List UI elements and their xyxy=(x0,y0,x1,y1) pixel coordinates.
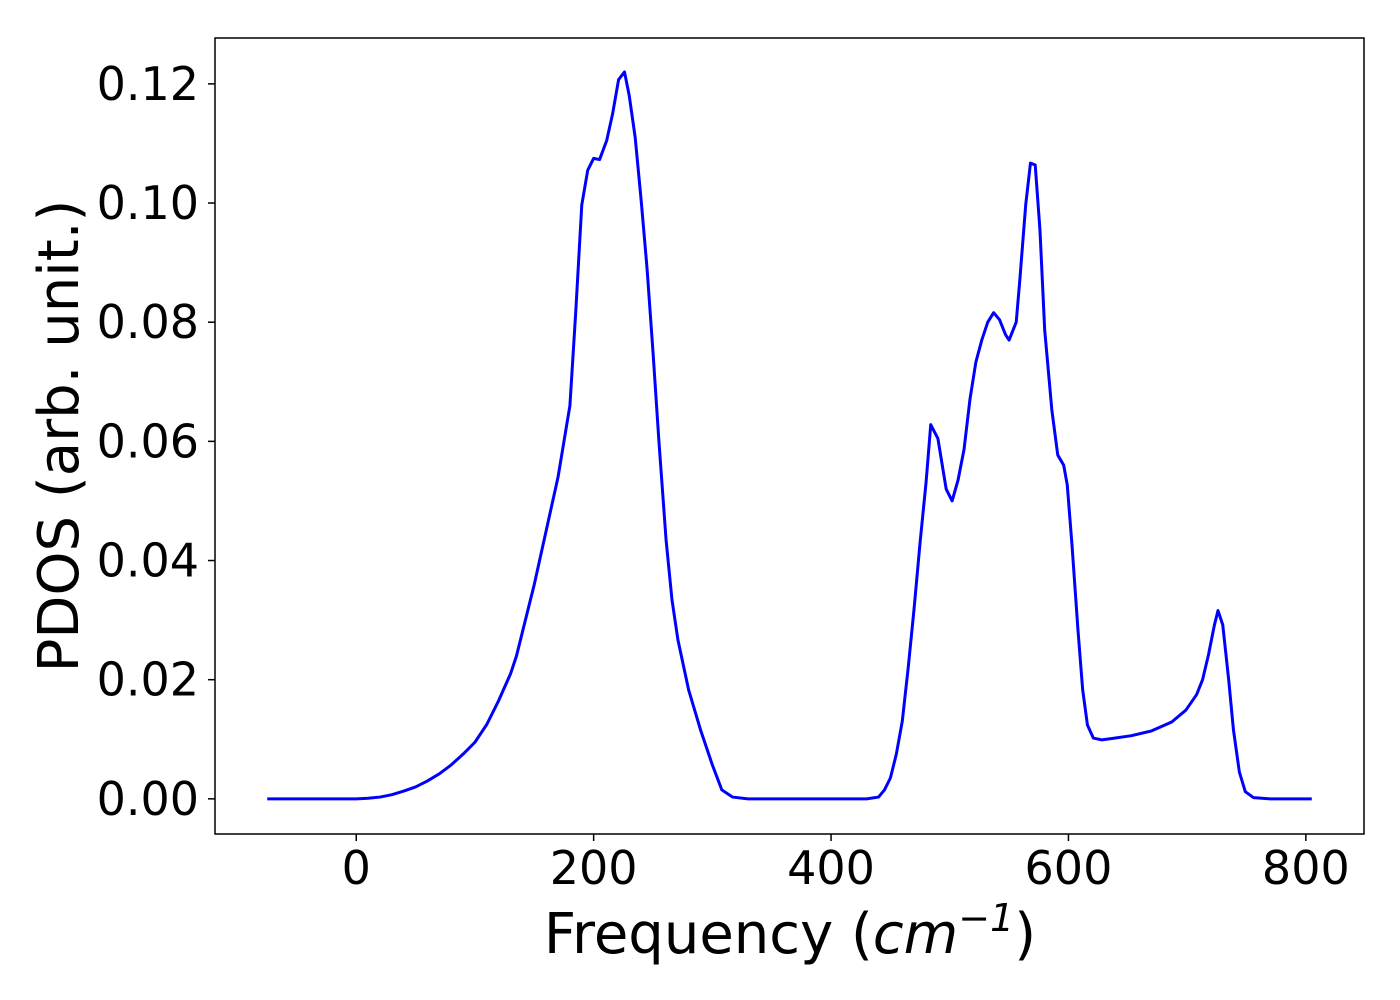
y-tick-label: 0.06 xyxy=(97,414,199,468)
data-line xyxy=(267,70,1312,801)
x-tick-label: 600 xyxy=(1025,841,1113,895)
x-axis-label: Frequency (cm−1) xyxy=(544,896,1036,967)
x-tick-label: 800 xyxy=(1262,841,1350,895)
x-label-unit: cm xyxy=(873,902,958,967)
y-tick-label: 0.12 xyxy=(97,57,199,111)
y-axis-label: PDOS (arb. unit.) xyxy=(27,200,92,673)
x-tick-label: 200 xyxy=(550,841,638,895)
y-tick-label: 0.04 xyxy=(97,534,199,588)
plot-frame xyxy=(214,37,1365,835)
x-label-text: Frequency ( xyxy=(544,902,873,967)
x-label-exponent: −1 xyxy=(958,896,1014,940)
y-tick-label: 0.00 xyxy=(97,772,199,826)
x-tick-label: 0 xyxy=(342,841,371,895)
y-tick-label: 0.08 xyxy=(97,295,199,349)
y-tick-label: 0.10 xyxy=(97,176,199,230)
x-label-close: ) xyxy=(1014,902,1036,967)
x-tick-label: 400 xyxy=(787,841,875,895)
y-tick-label: 0.02 xyxy=(97,653,199,707)
